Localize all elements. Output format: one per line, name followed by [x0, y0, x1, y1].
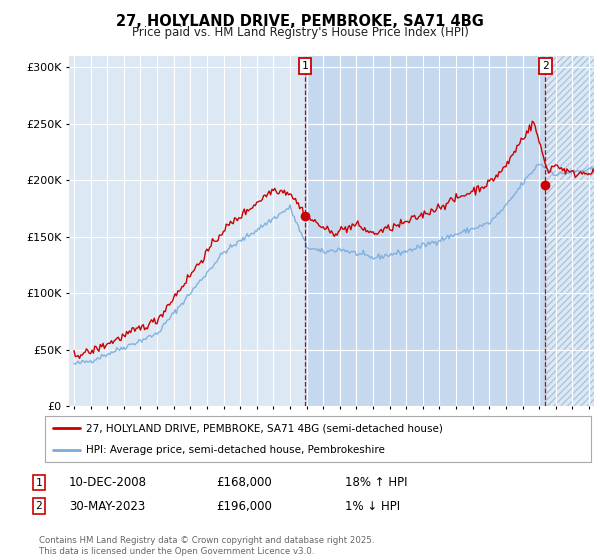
Text: Price paid vs. HM Land Registry's House Price Index (HPI): Price paid vs. HM Land Registry's House …: [131, 26, 469, 39]
Bar: [545, 56, 594, 406]
Text: Contains HM Land Registry data © Crown copyright and database right 2025.
This d: Contains HM Land Registry data © Crown c…: [39, 536, 374, 556]
Text: 18% ↑ HPI: 18% ↑ HPI: [345, 476, 407, 489]
Text: 27, HOLYLAND DRIVE, PEMBROKE, SA71 4BG (semi-detached house): 27, HOLYLAND DRIVE, PEMBROKE, SA71 4BG (…: [86, 423, 443, 433]
Text: 2: 2: [542, 61, 549, 71]
Text: 10-DEC-2008: 10-DEC-2008: [69, 476, 147, 489]
Text: 27, HOLYLAND DRIVE, PEMBROKE, SA71 4BG: 27, HOLYLAND DRIVE, PEMBROKE, SA71 4BG: [116, 14, 484, 29]
Text: HPI: Average price, semi-detached house, Pembrokeshire: HPI: Average price, semi-detached house,…: [86, 445, 385, 455]
Text: 30-MAY-2023: 30-MAY-2023: [69, 500, 145, 513]
Text: 2: 2: [35, 501, 43, 511]
Bar: [305, 56, 545, 406]
Bar: [545, 56, 594, 406]
Text: 1: 1: [302, 61, 308, 71]
Text: 1: 1: [35, 478, 43, 488]
Text: £168,000: £168,000: [216, 476, 272, 489]
Text: £196,000: £196,000: [216, 500, 272, 513]
Text: 1% ↓ HPI: 1% ↓ HPI: [345, 500, 400, 513]
